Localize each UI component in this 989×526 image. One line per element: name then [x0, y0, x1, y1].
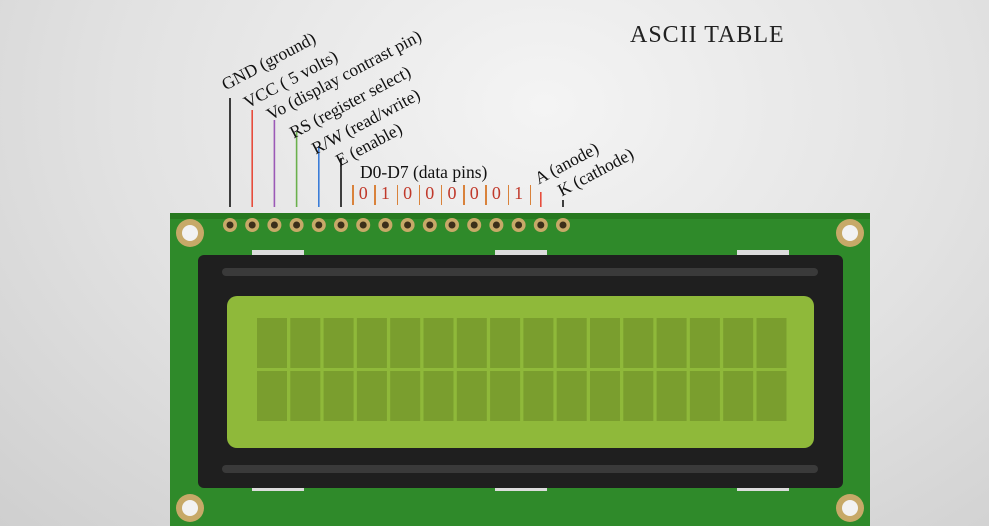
mounting-hole-top-right [836, 219, 864, 247]
header-pin-hole [515, 221, 523, 229]
character-cell [456, 371, 487, 421]
character-cell [756, 371, 787, 421]
character-cell [456, 318, 487, 368]
bezel-clip [252, 250, 304, 256]
header-pin-hole [293, 221, 301, 229]
data-bit-d1: 1 [380, 183, 390, 203]
character-cell [689, 371, 720, 421]
mounting-hole-top-left [176, 219, 204, 247]
character-cell [623, 318, 654, 368]
character-cell [423, 318, 454, 368]
character-cell [356, 371, 387, 421]
character-cell [556, 371, 587, 421]
pin-leader-lines [229, 98, 564, 207]
character-cell [323, 371, 354, 421]
bezel-clip [737, 250, 789, 256]
character-cell [290, 371, 321, 421]
data-bit-d7: 1 [514, 183, 524, 203]
bezel-clip [495, 250, 547, 256]
data-bit-separator [485, 185, 487, 205]
data-bit-d6: 0 [491, 183, 501, 203]
character-cell [556, 318, 587, 368]
pin-header [223, 218, 570, 232]
header-pin-hole [359, 221, 367, 229]
header-pin-hole [404, 221, 412, 229]
character-cell [356, 318, 387, 368]
data-bit-separator [396, 185, 398, 205]
data-bit-d5: 0 [469, 183, 479, 203]
header-pin-hole [270, 221, 278, 229]
bezel-groove-top [222, 268, 818, 276]
character-cell [257, 371, 287, 421]
character-cell [523, 318, 554, 368]
character-cell [490, 318, 521, 368]
header-pin-hole [492, 221, 500, 229]
mounting-hole-bottom-left [176, 494, 204, 522]
header-pin-hole [381, 221, 389, 229]
header-pin-hole [315, 221, 323, 229]
character-cell [590, 318, 620, 368]
data-bit-separator [374, 185, 376, 205]
header-pin-hole [248, 221, 256, 229]
header-pin-hole [448, 221, 456, 229]
data-bit-d3: 0 [425, 183, 435, 203]
data-bit-separator [463, 185, 465, 205]
mounting-hole-bottom-right [836, 494, 864, 522]
character-cell [390, 318, 421, 368]
data-bit-d2: 0 [403, 183, 413, 203]
data-bit-separator [529, 185, 532, 205]
data-bit-separator [352, 185, 354, 205]
character-cell [723, 371, 754, 421]
character-cell [656, 318, 687, 368]
header-pin-hole [537, 221, 545, 229]
data-bit-separator [440, 185, 443, 205]
data-bit-separator [507, 185, 509, 205]
character-grid [257, 318, 787, 421]
data-pins-label: D0-D7 (data pins) [360, 162, 488, 182]
character-cell [689, 318, 720, 368]
header-pin-hole [426, 221, 434, 229]
character-cell [390, 371, 421, 421]
pcb-shadow [170, 213, 870, 219]
header-pin-hole [559, 221, 567, 229]
diagram-title: ASCII TABLE [630, 22, 785, 48]
character-cell [523, 371, 554, 421]
header-pin-hole [337, 221, 345, 229]
character-cell [590, 371, 620, 421]
character-cell [756, 318, 787, 368]
character-cell [257, 318, 287, 368]
data-bit-separator [418, 185, 421, 205]
data-bit-d4: 0 [447, 183, 457, 203]
header-pin-hole [470, 221, 478, 229]
character-cell [423, 371, 454, 421]
data-bit-d0: 0 [358, 183, 368, 203]
bezel-groove-bottom [222, 465, 818, 473]
header-pin-hole [226, 221, 234, 229]
character-cell [490, 371, 521, 421]
character-cell [723, 318, 754, 368]
character-cell [656, 371, 687, 421]
character-cell [623, 371, 654, 421]
character-cell [290, 318, 321, 368]
character-cell [323, 318, 354, 368]
